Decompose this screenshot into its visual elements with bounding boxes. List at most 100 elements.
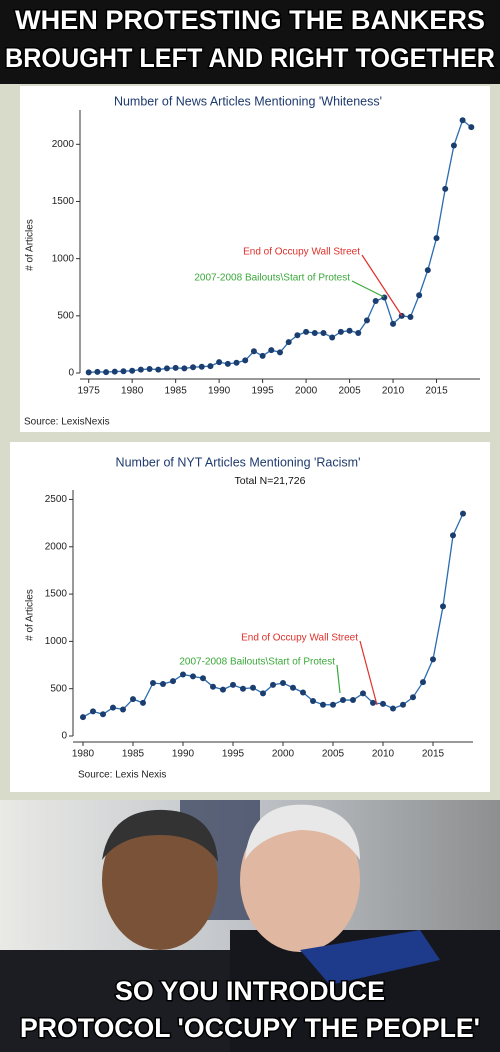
point [416, 292, 423, 299]
point [420, 679, 426, 686]
point [120, 706, 126, 713]
y-tick-label: 500 [50, 683, 67, 694]
y-tick-label: 2500 [45, 494, 68, 505]
point [363, 317, 370, 324]
point [180, 671, 186, 678]
point [380, 700, 386, 707]
y-tick-label: 2000 [52, 139, 75, 150]
point [290, 684, 296, 691]
point [340, 697, 346, 704]
x-tick-label: 2015 [425, 386, 448, 397]
point [163, 365, 170, 372]
point [137, 366, 144, 373]
point [300, 689, 306, 696]
point [407, 313, 414, 320]
annotation: 2007-2008 Bailouts\Start of Protest [194, 273, 350, 284]
y-tick-label: 1500 [45, 589, 68, 600]
x-tick-label: 2015 [422, 749, 445, 760]
y-tick-label: 500 [57, 310, 74, 321]
annotation: 2007-2008 Bailouts\Start of Protest [179, 657, 335, 668]
point [250, 348, 257, 355]
point [270, 681, 276, 688]
point [207, 363, 214, 370]
y-tick-label: 0 [61, 731, 67, 742]
annotation: End of Occupy Wall Street [241, 633, 358, 644]
chart-title: Number of NYT Articles Mentioning 'Racis… [116, 455, 361, 469]
point [370, 699, 376, 706]
point [310, 697, 316, 704]
y-tick-label: 2000 [45, 541, 68, 552]
point [80, 714, 86, 721]
point [442, 185, 449, 192]
hair-left [102, 809, 218, 862]
annotation: End of Occupy Wall Street [243, 247, 360, 258]
x-tick-label: 1990 [172, 749, 195, 760]
point [85, 369, 92, 376]
annotation-arrow [361, 254, 403, 317]
point [224, 360, 231, 367]
point [337, 328, 344, 335]
point [259, 352, 266, 359]
point [285, 339, 292, 346]
annotation-arrow [351, 280, 385, 298]
point [424, 267, 431, 274]
caption-bottom: PROTOCOL 'OCCUPY THE PEOPLE' [20, 1013, 480, 1043]
point [90, 708, 96, 715]
point [280, 680, 286, 687]
x-tick-label: 1975 [78, 386, 101, 397]
point [100, 711, 106, 718]
point [110, 704, 116, 711]
point [198, 363, 205, 370]
point [450, 142, 457, 149]
y-axis-label: # of Articles [25, 589, 36, 641]
chart-subtitle: Total N=21,726 [235, 475, 306, 487]
point [130, 696, 136, 703]
point [346, 327, 353, 334]
x-tick-label: 2005 [322, 749, 345, 760]
hair-right [245, 804, 360, 860]
x-tick-label: 1985 [165, 386, 188, 397]
point [216, 359, 223, 366]
point [350, 697, 356, 704]
point [172, 364, 179, 371]
point [390, 320, 397, 327]
point [260, 690, 266, 697]
x-tick-label: 2010 [382, 386, 405, 397]
point [460, 510, 466, 517]
point [303, 328, 310, 335]
face-right [240, 808, 360, 952]
point [329, 334, 336, 341]
x-tick-label: 2000 [295, 386, 318, 397]
point [450, 532, 456, 539]
source: Source: LexisNexis [24, 417, 110, 428]
x-tick-label: 2010 [372, 749, 395, 760]
point [268, 347, 275, 354]
x-tick-label: 1980 [72, 749, 95, 760]
x-tick-label: 1995 [251, 386, 274, 397]
point [250, 684, 256, 691]
point [220, 686, 226, 693]
point [111, 368, 118, 375]
y-tick-label: 1000 [45, 636, 68, 647]
point [146, 365, 153, 372]
point [381, 294, 388, 301]
ribbon [300, 930, 440, 985]
point [320, 701, 326, 708]
point [94, 368, 101, 375]
point [390, 705, 396, 712]
chart-panel [10, 442, 490, 792]
point [294, 332, 301, 339]
annotation-arrow [336, 664, 341, 694]
x-tick-label: 1995 [222, 749, 245, 760]
point [372, 297, 379, 304]
face-left [102, 810, 218, 950]
x-tick-label: 1985 [122, 749, 145, 760]
chart: Number of NYT Articles Mentioning 'Racis… [10, 442, 490, 792]
source: Source: Lexis Nexis [78, 770, 166, 781]
point [410, 694, 416, 701]
y-tick-label: 1500 [52, 196, 75, 207]
point [433, 235, 440, 242]
point [233, 359, 240, 366]
